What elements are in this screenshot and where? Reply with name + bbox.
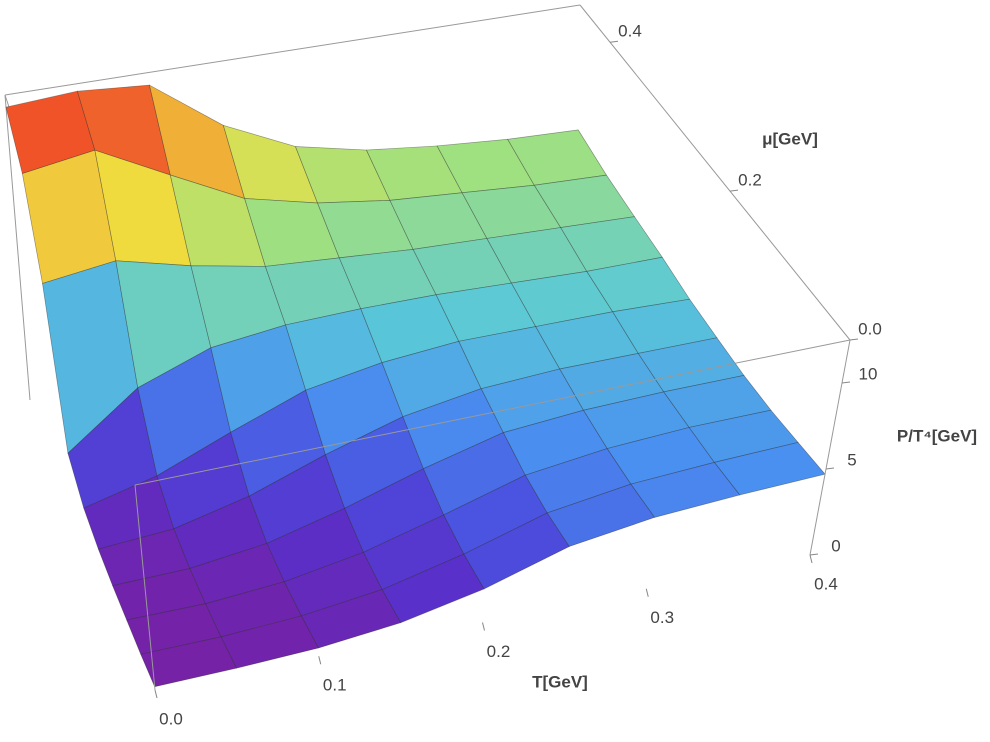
x-tick-label: 0.4: [814, 574, 838, 593]
z-tick-label: 10: [859, 364, 878, 383]
y-tick: [609, 40, 619, 43]
z-tick: [809, 553, 819, 556]
box-edge: [809, 339, 851, 556]
y-tick: [849, 338, 859, 341]
box-edge: [134, 484, 156, 691]
box-edge: [4, 94, 31, 401]
box-front: [134, 339, 851, 691]
surface-patch: [560, 216, 663, 272]
y-tick-label: 0.2: [738, 171, 762, 190]
x-tick: [318, 656, 322, 665]
x-tick-label: 0.2: [487, 642, 511, 661]
z-axis-label: P/T⁴[GeV]: [897, 426, 977, 445]
x-tick-label: 0.1: [323, 676, 347, 695]
surface-patch: [713, 442, 826, 496]
x-tick-label: 0.3: [650, 608, 674, 627]
y-axis-label: μ[GeV]: [762, 129, 818, 148]
z-tick-label: 0: [831, 536, 840, 555]
x-tick-label: 0.0: [159, 709, 183, 728]
y-tick: [729, 189, 739, 192]
y-tick-label: 0.4: [618, 22, 642, 41]
z-tick: [841, 381, 851, 384]
y-tick-label: 0.0: [858, 319, 882, 338]
z-tick-label: 5: [847, 450, 856, 469]
surface-patch: [533, 174, 636, 228]
x-tick: [645, 588, 649, 597]
axes: 0.0 0.1 0.2 0.3 0.4 0.0 0.2 0.4 0 5 10: [154, 22, 882, 728]
x-tick: [154, 689, 158, 699]
surface: [5, 84, 826, 688]
x-tick: [809, 554, 813, 564]
box-edge: [579, 4, 851, 341]
z-tick: [825, 467, 835, 470]
surface-patch: [688, 409, 799, 463]
x-axis-label: T[GeV]: [532, 672, 588, 691]
x-tick: [482, 622, 485, 631]
box-edge: [4, 4, 581, 96]
box-edge: [134, 339, 851, 486]
